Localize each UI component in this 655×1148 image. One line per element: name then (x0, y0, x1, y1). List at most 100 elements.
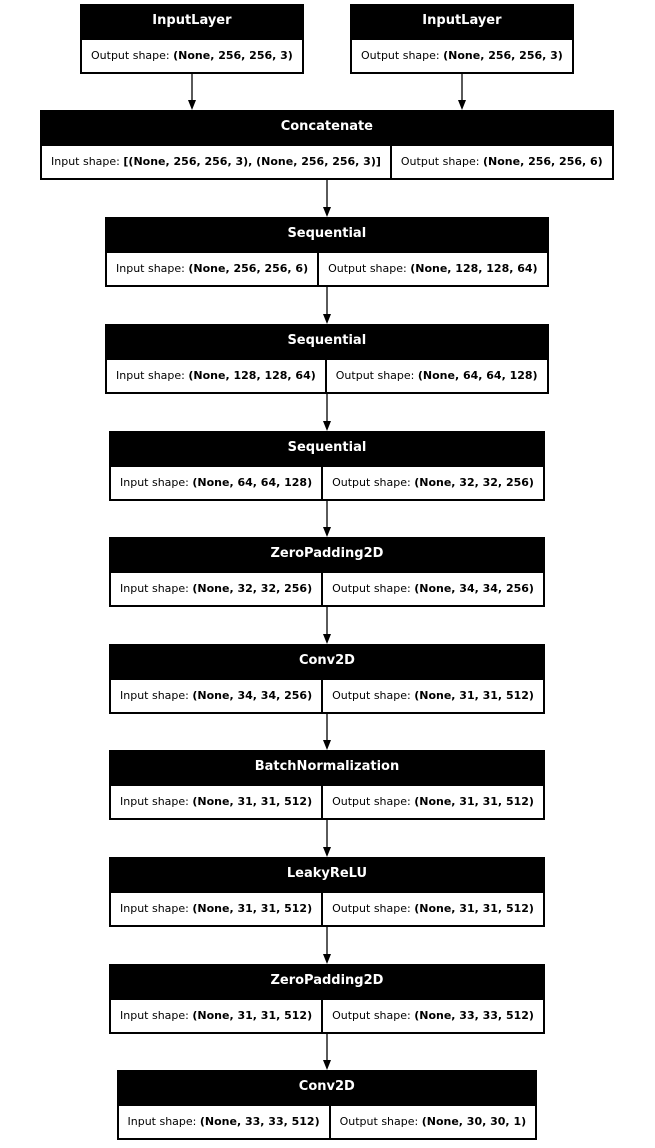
output-shape-cell: Output shape: (None, 32, 32, 256) (323, 467, 543, 499)
edge-arrow (323, 287, 331, 324)
output-shape-value: (None, 31, 31, 512) (414, 902, 534, 915)
input-shape-label: Input shape: (116, 262, 189, 275)
arrowhead-icon (323, 847, 331, 857)
layer-name: BatchNormalization (254, 759, 400, 774)
edge-arrow (323, 1034, 331, 1070)
layer-node-inputlayer: InputLayer Output shape: (None, 256, 256,… (350, 4, 574, 74)
input-shape-label: Input shape: (120, 689, 193, 702)
output-shape-value: (None, 31, 31, 512) (414, 795, 534, 808)
layer-name: Sequential (287, 226, 367, 241)
input-shape-label: Input shape: (120, 902, 193, 915)
layer-name: Conv2D (298, 653, 355, 668)
layer-name: Concatenate (280, 119, 373, 134)
arrowhead-icon (458, 100, 466, 110)
layer-node-concatenate: Concatenate Input shape: [(None, 256, 256… (40, 110, 614, 180)
output-shape-cell: Output shape: (None, 30, 30, 1) (330, 1106, 536, 1138)
input-shape-label: Input shape: (51, 155, 124, 168)
input-shape-label: Input shape: (120, 1009, 193, 1022)
input-shape-value: (None, 64, 64, 128) (192, 476, 313, 489)
layer-node-conv2d: Conv2D Input shape: (None, 34, 34, 256) Ou… (109, 644, 545, 714)
layer-name: InputLayer (422, 13, 502, 28)
layer-node-sequential: Sequential Input shape: (None, 128, 128, … (105, 324, 549, 394)
layer-node-leakyrelu: LeakyReLU Input shape: (None, 31, 31, 512… (109, 857, 545, 927)
input-shape-label: Input shape: (120, 795, 193, 808)
arrowhead-icon (323, 1060, 331, 1070)
shape-row: Input shape: [(None, 256, 256, 3), (None… (42, 146, 612, 178)
shape-row: Output shape: (None, 256, 256, 3) (82, 40, 302, 72)
edge-arrow (323, 714, 331, 750)
layer-node-zeropadding2d: ZeroPadding2D Input shape: (None, 32, 32,… (109, 537, 545, 607)
output-shape-cell: Output shape: (None, 33, 33, 512) (323, 1000, 543, 1032)
input-shape-value: (None, 34, 34, 256) (192, 689, 313, 702)
edge-arrow (458, 74, 466, 110)
shape-row: Input shape: (None, 31, 31, 512) Output s… (111, 1000, 543, 1032)
arrowhead-icon (323, 207, 331, 217)
output-shape-value: (None, 256, 256, 6) (483, 155, 603, 168)
edge-arrow (323, 927, 331, 964)
layer-name: LeakyReLU (286, 866, 368, 881)
input-shape-cell: Input shape: (None, 256, 256, 6) (107, 253, 318, 285)
input-shape-cell: Input shape: (None, 31, 31, 512) (111, 893, 322, 925)
layer-name: Conv2D (298, 1079, 355, 1094)
output-shape-cell: Output shape: (None, 128, 128, 64) (319, 253, 547, 285)
layer-name: InputLayer (152, 13, 232, 28)
arrowhead-icon (323, 421, 331, 431)
edge-arrow (323, 820, 331, 857)
output-shape-cell: Output shape: (None, 64, 64, 128) (326, 360, 547, 392)
input-shape-value: [(None, 256, 256, 3), (None, 256, 256, 3… (123, 155, 381, 168)
output-shape-cell: Output shape: (None, 31, 31, 512) (323, 680, 543, 712)
output-shape-label: Output shape: (361, 49, 444, 62)
output-shape-cell: Output shape: (None, 31, 31, 512) (323, 893, 543, 925)
output-shape-value: (None, 31, 31, 512) (414, 689, 534, 702)
output-shape-value: (None, 256, 256, 3) (443, 49, 563, 62)
layer-node-sequential: Sequential Input shape: (None, 256, 256, … (105, 217, 549, 287)
input-shape-cell: Input shape: (None, 31, 31, 512) (111, 786, 322, 818)
shape-row: Input shape: (None, 31, 31, 512) Output s… (111, 786, 543, 818)
shape-row: Input shape: (None, 64, 64, 128) Output s… (111, 467, 543, 499)
output-shape-value: (None, 30, 30, 1) (421, 1115, 527, 1128)
input-shape-value: (None, 31, 31, 512) (192, 795, 313, 808)
input-shape-label: Input shape: (120, 476, 193, 489)
layer-node-sequential: Sequential Input shape: (None, 64, 64, 12… (109, 431, 545, 501)
arrowhead-icon (323, 740, 331, 750)
shape-row: Input shape: (None, 256, 256, 6) Output s… (107, 253, 547, 285)
arrowhead-icon (323, 954, 331, 964)
input-shape-cell: Input shape: (None, 33, 33, 512) (118, 1106, 329, 1138)
output-shape-value: (None, 32, 32, 256) (414, 476, 534, 489)
input-shape-cell: Input shape: (None, 31, 31, 512) (111, 1000, 322, 1032)
input-shape-label: Input shape: (120, 582, 193, 595)
arrowhead-icon (323, 314, 331, 324)
output-shape-label: Output shape: (339, 1115, 422, 1128)
output-shape-cell: Output shape: (None, 256, 256, 6) (391, 146, 612, 178)
arrowhead-icon (188, 100, 196, 110)
input-shape-value: (None, 31, 31, 512) (192, 1009, 313, 1022)
output-shape-value: (None, 33, 33, 512) (414, 1009, 534, 1022)
arrowhead-icon (323, 527, 331, 537)
input-shape-cell: Input shape: (None, 64, 64, 128) (111, 467, 322, 499)
input-shape-value: (None, 128, 128, 64) (188, 369, 316, 382)
output-shape-value: (None, 256, 256, 3) (173, 49, 293, 62)
input-shape-label: Input shape: (116, 369, 189, 382)
layer-node-zeropadding2d: ZeroPadding2D Input shape: (None, 31, 31,… (109, 964, 545, 1034)
edge-arrow (188, 74, 196, 110)
layer-node-inputlayer: InputLayer Output shape: (None, 256, 256,… (80, 4, 304, 74)
output-shape-cell: Output shape: (None, 256, 256, 3) (352, 40, 572, 72)
layer-node-conv2d: Conv2D Input shape: (None, 33, 33, 512) Ou… (116, 1070, 538, 1140)
output-shape-cell: Output shape: (None, 256, 256, 3) (82, 40, 302, 72)
output-shape-value: (None, 128, 128, 64) (410, 262, 538, 275)
output-shape-cell: Output shape: (None, 34, 34, 256) (323, 573, 543, 605)
output-shape-label: Output shape: (332, 689, 415, 702)
layer-name: Sequential (287, 440, 367, 455)
output-shape-label: Output shape: (332, 582, 415, 595)
layer-name: ZeroPadding2D (270, 973, 384, 988)
input-shape-value: (None, 256, 256, 6) (188, 262, 309, 275)
shape-row: Input shape: (None, 32, 32, 256) Output s… (111, 573, 543, 605)
output-shape-cell: Output shape: (None, 31, 31, 512) (323, 786, 543, 818)
shape-row: Input shape: (None, 33, 33, 512) Output s… (118, 1106, 536, 1138)
output-shape-label: Output shape: (400, 155, 483, 168)
output-shape-label: Output shape: (335, 369, 418, 382)
shape-row: Input shape: (None, 34, 34, 256) Output s… (111, 680, 543, 712)
shape-row: Input shape: (None, 128, 128, 64) Output … (107, 360, 547, 392)
edge-arrow (323, 394, 331, 431)
